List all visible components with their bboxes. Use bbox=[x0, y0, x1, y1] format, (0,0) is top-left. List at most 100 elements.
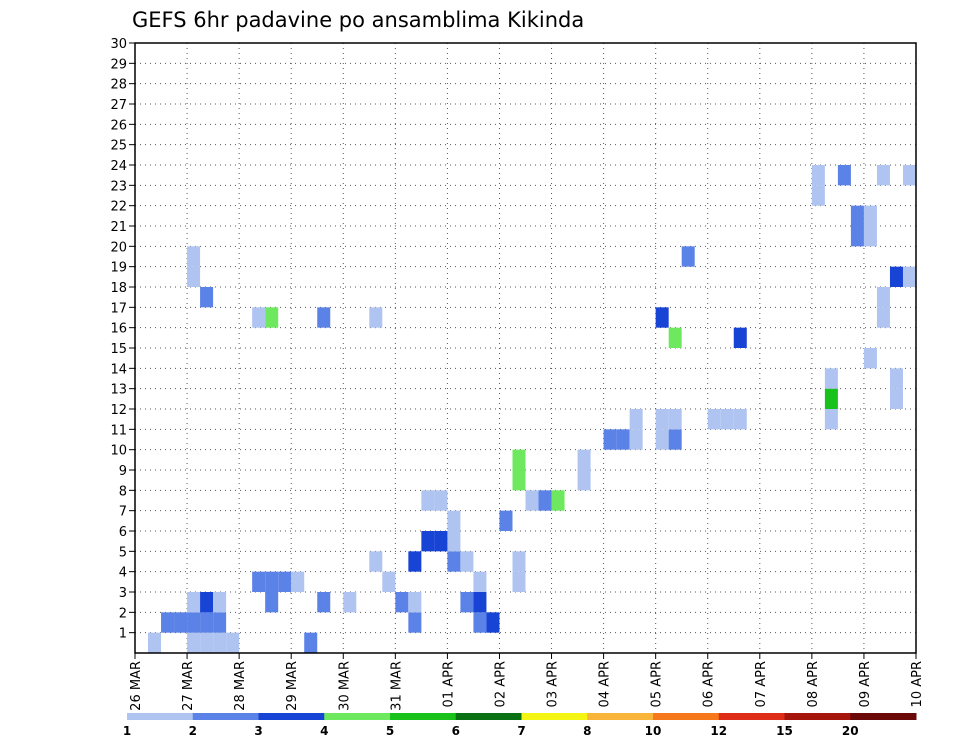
heat-cell bbox=[187, 266, 201, 287]
heat-cell bbox=[421, 531, 435, 552]
heat-cell bbox=[889, 266, 903, 287]
heat-cell bbox=[187, 632, 201, 653]
x-tick-label: 07 APR bbox=[754, 661, 769, 707]
y-tick-label: 19 bbox=[110, 261, 127, 276]
heat-cell bbox=[304, 632, 318, 653]
colorbar-swatch bbox=[653, 713, 720, 720]
heat-cell bbox=[655, 409, 669, 430]
heat-cell bbox=[460, 592, 474, 613]
heat-cell bbox=[707, 409, 721, 430]
heat-cell bbox=[200, 632, 214, 653]
y-tick-label: 4 bbox=[119, 566, 127, 581]
heat-cell bbox=[655, 429, 669, 450]
x-tick-label: 08 APR bbox=[806, 661, 821, 707]
heat-cell bbox=[213, 612, 227, 633]
x-tick-label: 01 APR bbox=[441, 661, 456, 707]
colorbar: 1 2 3 4 5 6 7 8 10 12 15 20 bbox=[123, 713, 917, 738]
x-tick-label: 28 MAR bbox=[233, 661, 248, 711]
heat-cell bbox=[850, 226, 864, 247]
y-tick-label: 6 bbox=[119, 525, 127, 540]
colorbar-label: 7 bbox=[517, 724, 525, 738]
y-tick-label: 29 bbox=[110, 57, 127, 72]
colorbar-label: 4 bbox=[320, 724, 328, 738]
chart-title: GEFS 6hr padavine po ansamblima Kikinda bbox=[132, 8, 584, 32]
colorbar-label: 1 bbox=[123, 724, 131, 738]
y-tick-label: 7 bbox=[119, 505, 127, 520]
heat-cell bbox=[460, 551, 474, 572]
colorbar-swatch bbox=[192, 713, 259, 720]
y-tick-label: 20 bbox=[110, 240, 127, 255]
heat-cell bbox=[252, 571, 266, 592]
x-axis: 26 MAR 27 MAR 28 MAR 29 MAR 30 MAR 31 MAR 01 A… bbox=[129, 653, 925, 711]
y-tick-label: 11 bbox=[110, 423, 127, 438]
heat-cell bbox=[902, 165, 916, 186]
heat-cell bbox=[512, 571, 526, 592]
x-tick-label: 27 MAR bbox=[181, 661, 196, 711]
y-axis: 1234567891011121314151617181920212223242… bbox=[110, 37, 135, 642]
y-tick-label: 16 bbox=[110, 322, 127, 337]
heat-cell bbox=[395, 592, 409, 613]
x-tick-label: 06 APR bbox=[702, 661, 717, 707]
heat-cell bbox=[382, 571, 396, 592]
heat-cell bbox=[512, 470, 526, 491]
heat-cell bbox=[512, 551, 526, 572]
heat-cell bbox=[863, 348, 877, 369]
colorbar-label: 6 bbox=[452, 724, 460, 738]
colorbar-label: 15 bbox=[776, 724, 793, 738]
heat-cell bbox=[213, 592, 227, 613]
y-tick-label: 1 bbox=[119, 627, 127, 642]
colorbar-label: 2 bbox=[189, 724, 197, 738]
heat-cell bbox=[733, 409, 747, 430]
heat-cell bbox=[668, 327, 682, 348]
x-tick-label: 04 APR bbox=[598, 661, 613, 707]
heat-cell bbox=[473, 612, 487, 633]
y-tick-label: 28 bbox=[110, 78, 127, 93]
heat-cell bbox=[837, 165, 851, 186]
colorbar-swatch bbox=[850, 713, 917, 720]
y-tick-label: 27 bbox=[110, 98, 127, 113]
heat-cell bbox=[486, 612, 500, 633]
heat-cell bbox=[551, 490, 565, 511]
y-tick-label: 10 bbox=[110, 444, 127, 459]
heat-cell bbox=[161, 612, 175, 633]
heat-cell bbox=[876, 287, 890, 308]
heat-cell bbox=[447, 531, 461, 552]
y-tick-label: 5 bbox=[119, 545, 127, 560]
x-tick-label: 29 MAR bbox=[285, 661, 300, 711]
heat-cell bbox=[876, 165, 890, 186]
y-tick-label: 8 bbox=[119, 484, 127, 499]
heat-cell bbox=[187, 592, 201, 613]
y-tick-label: 17 bbox=[110, 301, 127, 316]
heat-cell bbox=[187, 246, 201, 267]
heat-cell bbox=[681, 246, 695, 267]
heat-cell bbox=[317, 307, 331, 328]
colorbar-label: 8 bbox=[583, 724, 591, 738]
heat-cell bbox=[408, 612, 422, 633]
y-tick-label: 30 bbox=[110, 37, 127, 52]
heat-cell bbox=[421, 490, 435, 511]
heat-cell bbox=[187, 612, 201, 633]
heat-cell bbox=[616, 429, 630, 450]
heat-cell bbox=[902, 266, 916, 287]
heat-cell bbox=[265, 571, 279, 592]
x-tick-label: 09 APR bbox=[858, 661, 873, 707]
heat-cell bbox=[265, 307, 279, 328]
heat-cell bbox=[889, 388, 903, 409]
heat-cell bbox=[824, 368, 838, 389]
heat-cell bbox=[200, 612, 214, 633]
heat-cell bbox=[629, 429, 643, 450]
colorbar-swatch bbox=[258, 713, 325, 720]
heat-cell bbox=[733, 327, 747, 348]
heat-cell bbox=[525, 490, 539, 511]
heat-cell bbox=[850, 205, 864, 226]
heat-cell bbox=[863, 205, 877, 226]
y-tick-label: 25 bbox=[110, 139, 127, 154]
heat-cell bbox=[720, 409, 734, 430]
heat-cell bbox=[876, 307, 890, 328]
x-tick-label: 31 MAR bbox=[389, 661, 404, 711]
y-tick-label: 12 bbox=[110, 403, 127, 418]
heat-cell bbox=[577, 449, 591, 470]
heat-cell bbox=[369, 551, 383, 572]
heat-cell bbox=[252, 307, 266, 328]
heat-cell bbox=[889, 368, 903, 389]
